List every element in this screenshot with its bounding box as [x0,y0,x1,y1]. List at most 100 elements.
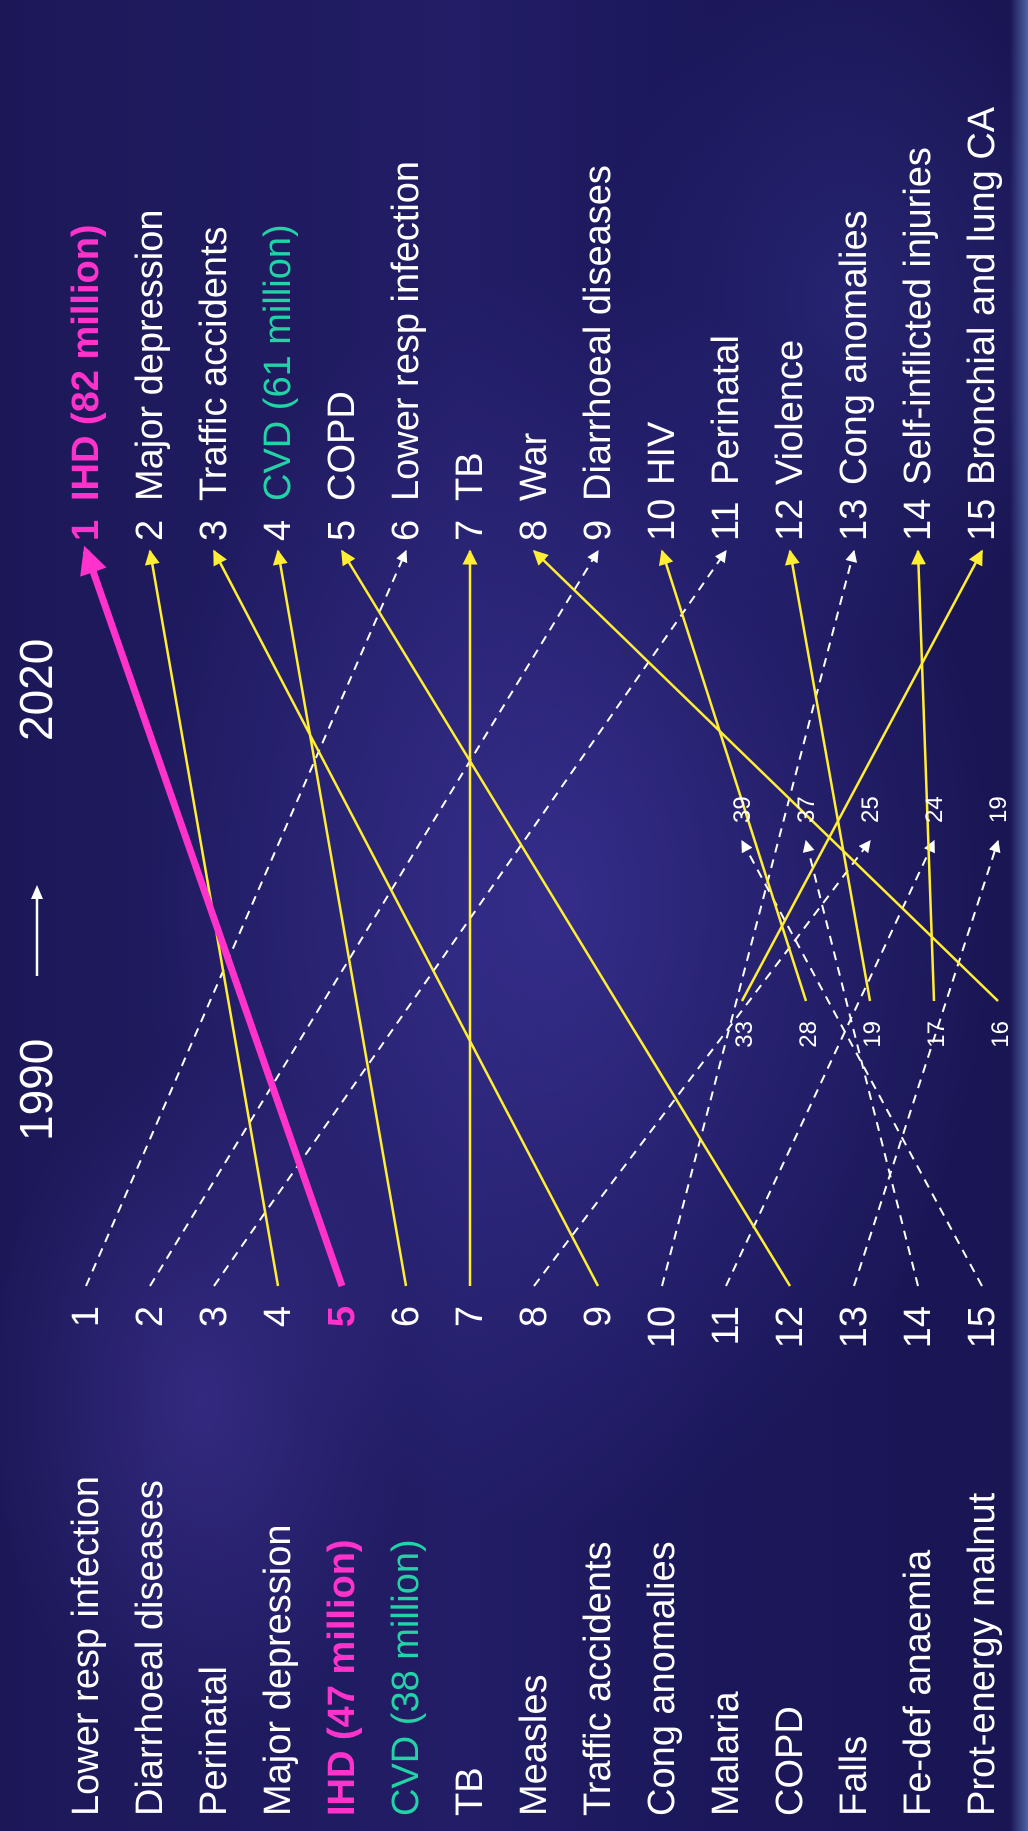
rank-1990-item: Major depression 4 [257,1306,299,1816]
disease-name: Violence [769,340,811,485]
rank-link [910,549,936,1002]
rank-link [340,549,792,1287]
year-from: 1990 [10,1039,62,1141]
rank-1990-item: Traffic accidents 9 [577,1306,619,1816]
disease-name: Perinatal [193,1666,235,1816]
rank-link [532,549,999,1002]
disease-name: Fe-def anaemia [897,1549,939,1816]
ranking-1990-list: Lower resp infection 1 Diarrhoeal diseases… [65,1306,1003,1816]
lower-rank-1990: 19 [859,1021,886,1048]
disease-name: Measles [513,1675,555,1817]
rank-number: 6 [385,1306,427,1327]
disease-value: (82 million) [65,224,107,425]
rank-link [658,549,808,1002]
rank-number: 12 [769,499,811,541]
rank-2020-item: 8 War [513,432,555,541]
disease-name: Diarrhoeal diseases [129,1480,171,1816]
rank-number: 1 [65,520,107,541]
rank-2020-item: 3 Traffic accidents [193,226,235,541]
disease-name: COPD [321,391,363,501]
rank-link [661,549,858,1287]
ranking-links [80,545,1001,1288]
lower-rank-1990: 28 [795,1021,822,1048]
rank-number: 3 [193,1306,235,1327]
rank-number: 7 [449,1306,491,1327]
rank-number: 9 [577,1306,619,1327]
rank-link [802,839,919,1287]
lower-rank-1990: 17 [923,1021,950,1048]
rank-number: 2 [129,520,171,541]
rank-number: 14 [897,1306,939,1348]
rank-1990-item: COPD 12 [769,1306,811,1816]
lower-rank-2020: 24 [921,796,948,823]
rank-2020-item: 6 Lower resp infection [385,161,427,541]
rank-2020-item: 9 Diarrhoeal diseases [577,165,619,541]
disease-name: Falls [833,1736,875,1816]
disease-name: Lower resp infection [65,1476,107,1816]
rank-link [740,549,984,1002]
lower-rank-2020: 39 [729,796,756,823]
rank-number: 5 [321,1306,363,1327]
background-edge-glow [1010,0,1028,1831]
rank-1990-item: Diarrhoeal diseases 2 [129,1306,171,1816]
rank-1990-item: Measles 8 [513,1306,555,1816]
rank-2020-item: 14 Self-inflicted injuries [897,147,939,541]
rank-1990-item: Fe-def anaemia 14 [897,1306,939,1816]
rank-number: 15 [961,499,1003,541]
rank-2020-item: 15 Bronchial and lung CA [961,106,1003,541]
disease-name: IHD (82 million) [65,224,107,501]
rank-number: 8 [513,1306,555,1327]
disease-name: Traffic accidents [577,1541,619,1816]
disease-label: IHD [321,1740,363,1816]
lower-rank-1990: 16 [987,1021,1014,1048]
rank-number: 8 [513,520,555,541]
rank-link [80,545,346,1288]
rank-1990-item: Cong anomalies 10 [641,1306,683,1816]
rank-link [741,839,983,1287]
rank-2020-item: 2 Major depression [129,210,171,541]
rank-link [853,839,1001,1287]
lower-rank-1990: 33 [731,1021,758,1048]
disease-name: HIV [641,421,683,485]
lower-ranks: 16 17 19 28 33 19 24 25 37 39 [729,796,1014,1047]
disease-name: TB [449,452,491,501]
disease-name: CVD (38 million) [385,1539,427,1816]
rank-2020-item: 4 CVD (61 million) [257,224,299,541]
disease-name: Major depression [257,1525,299,1816]
rank-1990-item: Prot-energy malnut 15 [961,1306,1003,1816]
rank-1990-item: Falls 13 [833,1306,875,1816]
disease-name: Perinatal [705,335,747,485]
rank-2020-item: 1 IHD (82 million) [65,224,107,541]
rank-number: 6 [385,520,427,541]
disease-value: (47 million) [321,1539,363,1740]
rank-number: 1 [65,1306,107,1327]
lower-rank-2020: 19 [985,796,1012,823]
disease-name: COPD [769,1706,811,1816]
header-arrow-icon [31,885,43,976]
disease-label: CVD [257,410,299,501]
disease-label: IHD [65,425,107,501]
disease-name: CVD (61 million) [257,224,299,501]
disease-name: Self-inflicted injuries [897,147,939,485]
disease-label: CVD [385,1725,427,1816]
disease-name: Prot-energy malnut [961,1492,1003,1816]
rank-link [533,840,871,1287]
rank-1990-item: Lower resp infection 1 [65,1306,107,1816]
rank-number: 5 [321,520,363,541]
disease-name: Cong anomalies [833,210,875,485]
rank-link [272,549,408,1287]
rank-1990-item: CVD (38 million) 6 [385,1306,427,1816]
disease-name: Major depression [129,210,171,501]
rank-number: 13 [833,1306,875,1348]
disease-name: TB [449,1767,491,1816]
rank-1990-item: Perinatal 3 [193,1306,235,1816]
rank-number: 11 [705,502,747,541]
disease-value: (61 million) [257,224,299,410]
year-to: 2020 [10,639,62,741]
rank-number: 9 [577,520,619,541]
rank-2020-item: 10 HIV [641,421,683,541]
lower-rank-2020: 37 [793,796,820,823]
rank-number: 3 [193,520,235,541]
